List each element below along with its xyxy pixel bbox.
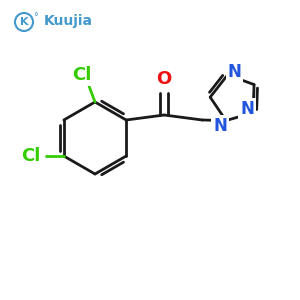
Text: K: K <box>20 17 28 27</box>
Text: N: N <box>213 117 227 135</box>
Text: Cl: Cl <box>72 66 92 84</box>
Text: N: N <box>240 100 254 118</box>
Text: N: N <box>228 63 242 81</box>
Text: Cl: Cl <box>21 147 40 165</box>
Text: O: O <box>157 70 172 88</box>
Text: Kuujia: Kuujia <box>44 14 93 28</box>
Text: °: ° <box>33 12 38 22</box>
